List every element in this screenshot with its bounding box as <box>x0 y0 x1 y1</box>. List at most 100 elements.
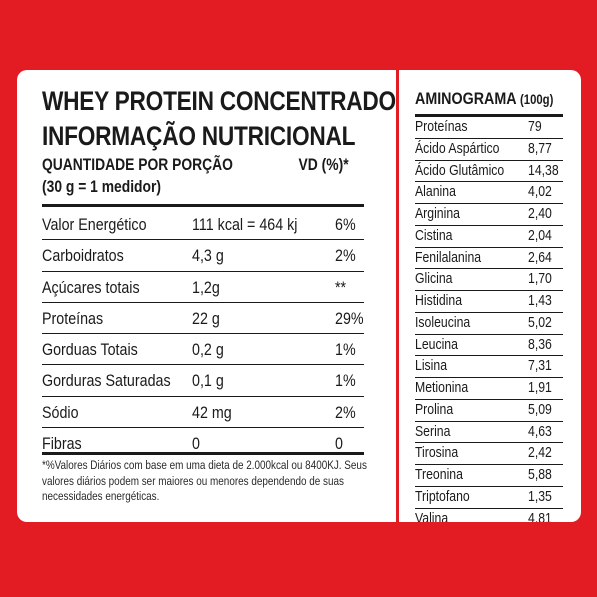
portion-size: (30 g = 1 medidor) <box>42 178 162 196</box>
amino-name: Valina <box>415 510 449 523</box>
nutrient-amount: 22 g <box>192 308 220 328</box>
amino-value: 4,63 <box>528 423 552 440</box>
nutrient-vd: 0 <box>335 434 343 454</box>
list-item: Proteínas 79 <box>415 117 563 139</box>
table-row: Gorduas Totais 0,2 g 1% <box>42 334 364 366</box>
list-item: Glicina 1,70 <box>415 269 563 291</box>
amino-name: Leucina <box>415 336 458 353</box>
nutrient-name: Gorduas Totais <box>42 340 138 360</box>
nutrient-amount: 0 <box>192 434 200 454</box>
amino-name: Isoleucina <box>415 314 471 331</box>
nutrient-amount: 111 kcal = 464 kj <box>192 215 298 234</box>
amino-value: 2,40 <box>528 206 552 222</box>
list-item: Tirosina 2,42 <box>415 443 563 465</box>
panel-divider <box>396 70 399 522</box>
footnote: *%Valores Diários com base em uma dieta … <box>42 458 367 503</box>
list-item: Leucina 8,36 <box>415 335 563 357</box>
amino-value: 5,88 <box>528 467 552 483</box>
list-item: Prolina 5,09 <box>415 400 563 422</box>
amino-name: Metionina <box>415 380 469 396</box>
amino-name: Lisina <box>415 358 448 375</box>
nutrient-amount: 1,2g <box>192 277 220 297</box>
list-item: Histidina 1,43 <box>415 291 563 313</box>
amino-name: Histidina <box>415 293 463 309</box>
nutrient-vd: 2% <box>335 246 356 266</box>
amino-name: Arginina <box>415 206 460 222</box>
amino-name: Ácido Glutâmico <box>415 162 505 179</box>
list-item: Metionina 1,91 <box>415 378 563 400</box>
nutrient-vd: 1% <box>335 371 356 391</box>
table-row: Fibras 0 0 <box>42 428 364 458</box>
nutrient-name: Fibras <box>42 434 82 454</box>
amino-name: Proteínas <box>415 119 468 135</box>
amino-value: 4,81 <box>528 510 552 523</box>
list-item: Alanina 4,02 <box>415 182 563 204</box>
list-item: Arginina 2,40 <box>415 204 563 226</box>
amino-name: Triptofano <box>415 488 470 505</box>
aminogram-title: AMINOGRAMA (100g) <box>415 89 580 109</box>
nutrient-name: Proteínas <box>42 308 104 328</box>
amino-name: Fenilalanina <box>415 249 482 266</box>
amino-value: 8,77 <box>528 140 552 157</box>
amino-name: Ácido Aspártico <box>415 140 500 157</box>
amino-value: 2,42 <box>528 445 552 462</box>
amino-name: Cistina <box>415 227 453 244</box>
table-top-rule <box>42 204 364 207</box>
amino-value: 14,38 <box>528 162 559 179</box>
amino-value: 79 <box>528 119 542 135</box>
list-item: Fenilalanina 2,64 <box>415 248 563 270</box>
nutrient-amount: 42 mg <box>192 402 232 422</box>
list-item: Lisina 7,31 <box>415 356 563 378</box>
amino-value: 5,09 <box>528 401 552 418</box>
nutrition-subtitle: INFORMAÇÃO NUTRICIONAL <box>42 121 356 151</box>
nutrition-label-card: WHEY PROTEIN CONCENTRADO INFORMAÇÃO NUTR… <box>17 70 581 522</box>
amino-value: 1,35 <box>528 488 552 505</box>
amino-name: Prolina <box>415 401 454 418</box>
amino-value: 1,91 <box>528 380 552 396</box>
nutrient-amount: 0,2 g <box>192 340 224 360</box>
nutrient-vd: 6% <box>335 215 356 234</box>
table-row: Valor Energético 111 kcal = 464 kj 6% <box>42 209 364 241</box>
table-row: Açúcares totais 1,2g ** <box>42 272 364 303</box>
nutrient-vd: 1% <box>335 340 356 360</box>
list-item: Valina 4,81 <box>415 509 563 523</box>
nutrient-vd: ** <box>335 277 347 297</box>
nutrient-vd: 2% <box>335 402 356 422</box>
amino-value: 2,04 <box>528 227 552 244</box>
nutrient-amount: 4,3 g <box>192 246 224 266</box>
aminogram-title-text: AMINOGRAMA <box>415 89 517 108</box>
table-row: Carboidratos 4,3 g 2% <box>42 240 364 272</box>
nutrient-name: Valor Energético <box>42 215 147 234</box>
table-row: Sódio 42 mg 2% <box>42 397 364 429</box>
nutrient-name: Carboidratos <box>42 246 124 266</box>
vd-header: VD (%)* <box>298 156 349 174</box>
amino-name: Treonina <box>415 467 463 483</box>
amino-value: 5,02 <box>528 314 552 331</box>
nutrient-name: Gorduras Saturadas <box>42 371 171 391</box>
nutrient-amount: 0,1 g <box>192 371 224 391</box>
table-bottom-rule <box>42 452 364 455</box>
amino-value: 8,36 <box>528 336 552 353</box>
amino-name: Alanina <box>415 184 456 201</box>
list-item: Ácido Glutâmico 14,38 <box>415 161 563 183</box>
aminogram-unit: (100g) <box>519 92 554 107</box>
aminogram-table: Proteínas 79 Ácido Aspártico 8,77 Ácido Glut… <box>415 117 563 522</box>
list-item: Isoleucina 5,02 <box>415 313 563 335</box>
list-item: Treonina 5,88 <box>415 465 563 487</box>
amino-value: 7,31 <box>528 358 552 375</box>
amino-value: 4,02 <box>528 184 552 201</box>
amino-value: 1,43 <box>528 293 552 309</box>
nutrient-name: Açúcares totais <box>42 277 140 297</box>
amino-value: 1,70 <box>528 271 552 288</box>
list-item: Ácido Aspártico 8,77 <box>415 139 563 161</box>
list-item: Serina 4,63 <box>415 422 563 444</box>
nutrition-table: Valor Energético 111 kcal = 464 kj 6% Carbo… <box>42 209 364 458</box>
amino-value: 2,64 <box>528 249 552 266</box>
nutrient-name: Sódio <box>42 402 79 422</box>
portion-header: QUANTIDADE POR PORÇÃO <box>42 156 233 174</box>
table-row: Gorduras Saturadas 0,1 g 1% <box>42 365 364 397</box>
amino-name: Tirosina <box>415 445 459 462</box>
amino-name: Serina <box>415 423 451 440</box>
table-row: Proteínas 22 g 29% <box>42 303 364 335</box>
list-item: Triptofano 1,35 <box>415 487 563 509</box>
